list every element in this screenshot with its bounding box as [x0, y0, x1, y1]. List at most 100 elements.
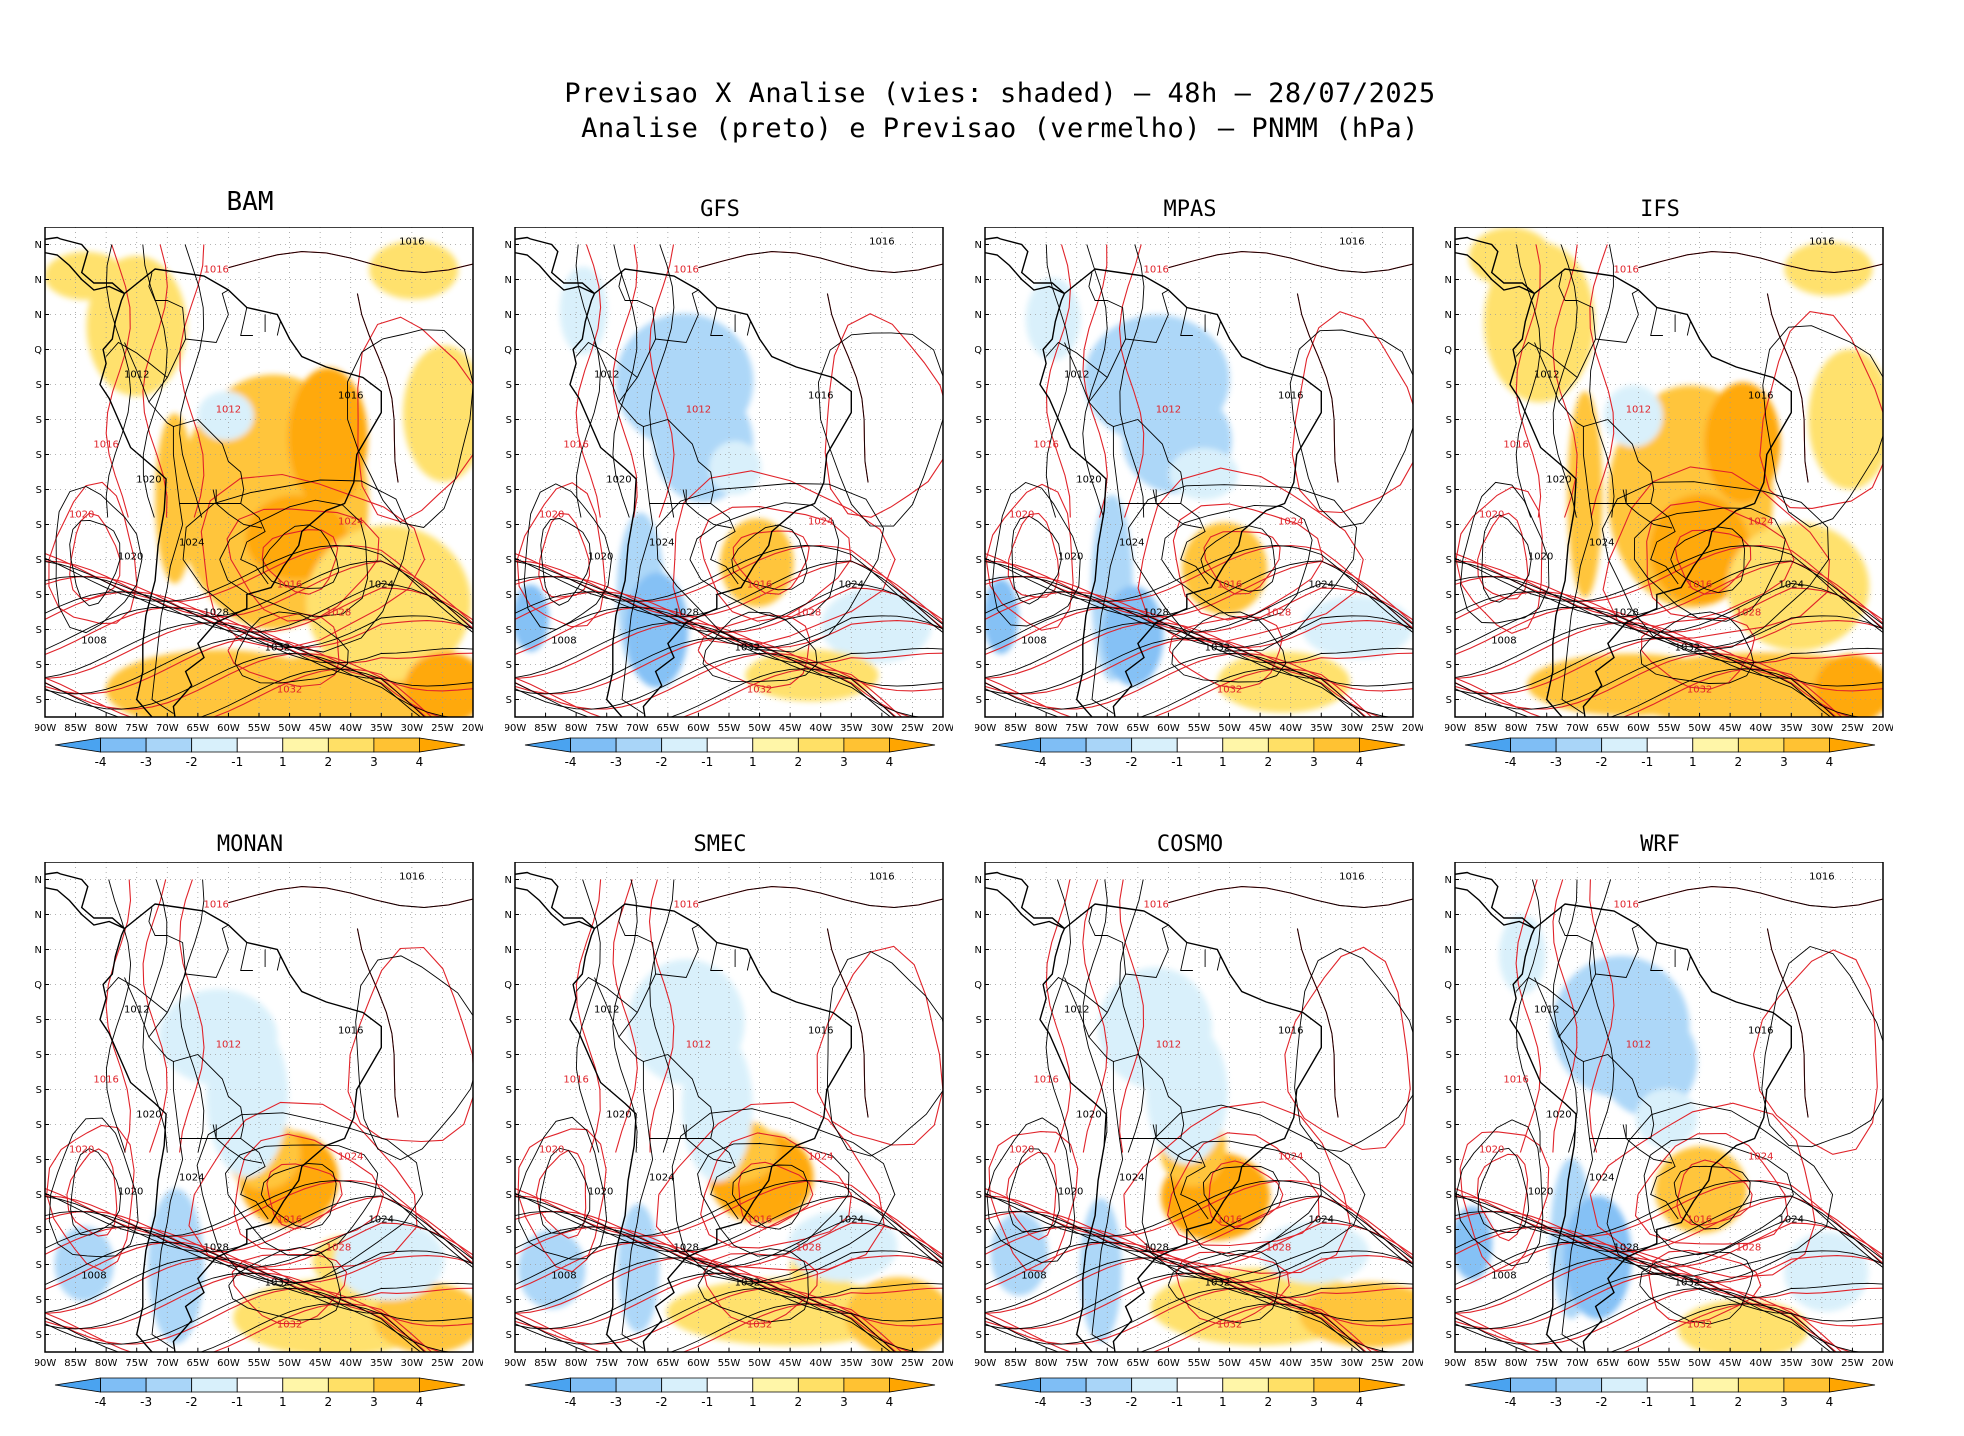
coastline: [1455, 871, 1792, 1352]
lon-tick-label: 85W: [64, 723, 87, 734]
isobar-label: 1028: [796, 608, 821, 619]
colorbar-segment: [1510, 1377, 1557, 1393]
lon-tick-label: 25W: [1371, 1358, 1394, 1369]
colorbar-tick-label: 3: [840, 755, 848, 769]
isobar-label: 1016: [1503, 1075, 1528, 1086]
lat-tick-label: 5N: [975, 945, 982, 956]
lat-tick-label: 35S: [975, 1225, 982, 1236]
lat-tick-label: 15N: [1445, 240, 1452, 251]
lon-tick-label: 30W: [871, 723, 894, 734]
lon-tick-label: 85W: [1474, 723, 1497, 734]
colorbar-segment: [1131, 1377, 1178, 1393]
lat-tick-label: 20S: [975, 1120, 982, 1131]
colorbar-segment: [1313, 737, 1360, 753]
lon-tick-label: 75W: [1535, 723, 1558, 734]
lon-tick-label: 50W: [748, 1358, 771, 1369]
colorbar-segment: [843, 1377, 890, 1393]
bias-area: [1468, 227, 1553, 288]
lon-tick-label: 60W: [1627, 723, 1650, 734]
colorbar-segment: [615, 1377, 663, 1393]
isobar-label: 1028: [203, 1243, 228, 1254]
forecast-panel-gfs: GFS 1016 1016 1012 1012 1016 1016 1020 1020 1024 1…: [505, 197, 953, 769]
lon-tick-label: 30W: [871, 1358, 894, 1369]
lon-tick-label: 85W: [1004, 1358, 1027, 1369]
colorbar-segment: [661, 737, 708, 753]
map-plot: 1016 1016 1012 1012 1016 1016 1020 1020 1024 1024…: [35, 862, 483, 1369]
bias-area: [197, 391, 254, 441]
lon-tick-label: 25W: [901, 723, 924, 734]
forecast-panel-monan: MONAN 1016 1016 1012 1012 1016 1016 1020 1020 102…: [35, 832, 483, 1409]
lon-tick-label: 30W: [1811, 1358, 1834, 1369]
bias-area: [1727, 522, 1870, 651]
isobar-label: 1012: [594, 370, 619, 381]
colorbar-segment: [1085, 1377, 1133, 1393]
colorbar-segment: [1510, 737, 1557, 753]
lat-tick-label: 35S: [1445, 1225, 1452, 1236]
lon-tick-label: 25W: [901, 1358, 924, 1369]
colorbar-segment: [570, 1377, 617, 1393]
colorbar-segment: [1131, 737, 1178, 753]
isobar-label: 1016: [93, 440, 118, 451]
lat-tick-label: 15N: [35, 875, 42, 886]
lon-tick-label: 70W: [156, 1358, 179, 1369]
colorbar-tick-label: -1: [1171, 1395, 1183, 1409]
isobar-label: 1012: [1064, 1005, 1089, 1016]
lat-tick-label: 15N: [35, 240, 42, 251]
colorbar-segment: [100, 737, 147, 753]
colorbar-segment: [54, 737, 101, 753]
panel-title: WRF: [1640, 832, 1680, 857]
lon-tick-label: 20W: [932, 1358, 953, 1369]
isobar-label: 1028: [1613, 1243, 1638, 1254]
lat-tick-label: 15S: [505, 1085, 512, 1096]
colorbar-tick-label: -3: [610, 1395, 622, 1409]
isobar-label: 1028: [1143, 1243, 1168, 1254]
map-plot: 1016 1016 1012 1012 1016 1016 1020 1020 1024 1024…: [1445, 862, 1893, 1369]
colorbar-tick-label: 3: [1310, 755, 1318, 769]
isobar-label: 1020: [118, 552, 143, 563]
lat-tick-label: 25S: [35, 1155, 42, 1166]
map-plot: 1016 1016 1012 1012 1016 1016 1020 1020 1024 1024…: [505, 227, 953, 734]
colorbar-tick-label: 4: [1356, 1395, 1364, 1409]
lon-tick-label: 20W: [462, 1358, 483, 1369]
lat-tick-label: 15S: [1445, 450, 1452, 461]
lon-tick-label: 25W: [431, 1358, 454, 1369]
lat-tick-label: 10S: [975, 415, 982, 426]
lat-tick-label: 5N: [505, 945, 512, 956]
lon-tick-label: 45W: [779, 723, 802, 734]
lon-tick-label: 90W: [1445, 1358, 1466, 1369]
colorbar-tick-label: -2: [656, 755, 668, 769]
isobar-label: 1008: [551, 636, 576, 647]
lat-tick-label: 50S: [1445, 1330, 1452, 1341]
lat-tick-label: 25S: [975, 520, 982, 531]
isobar-label: 1016: [1748, 391, 1773, 402]
isobar-label: 1012: [594, 1005, 619, 1016]
lat-tick-label: 5S: [35, 380, 42, 391]
lat-tick-label: 10S: [35, 1050, 42, 1061]
bias-area: [1182, 522, 1268, 615]
lon-tick-label: 75W: [595, 723, 618, 734]
lon-tick-label: 65W: [1597, 723, 1620, 734]
isobar-label: 1020: [69, 510, 94, 521]
country-borders: [1045, 272, 1221, 714]
colorbar-tick-label: -1: [231, 755, 243, 769]
isobar-label: 1016: [563, 440, 588, 451]
colorbar-segment: [1085, 737, 1133, 753]
lon-tick-label: 30W: [1341, 1358, 1364, 1369]
colorbar-tick-label: -4: [1505, 1395, 1517, 1409]
colorbar-segment: [1737, 737, 1785, 753]
isobar-label: 1016: [1503, 440, 1528, 451]
lat-tick-label: EQ: [1445, 345, 1452, 356]
colorbar-segment: [191, 737, 238, 753]
lon-tick-label: 70W: [1096, 1358, 1119, 1369]
lat-tick-label: 15N: [505, 240, 512, 251]
lon-tick-label: 80W: [95, 723, 118, 734]
colorbar-segment: [100, 1377, 147, 1393]
country-borders: [1515, 272, 1691, 714]
map-plot: 1016 1016 1012 1012 1016 1016 1020 1020 1024 1024…: [1445, 227, 1893, 734]
lat-tick-label: EQ: [505, 345, 512, 356]
colorbar-segment: [615, 737, 663, 753]
lon-tick-label: 35W: [370, 1358, 393, 1369]
lon-tick-label: 35W: [840, 1358, 863, 1369]
bias-area: [1784, 241, 1873, 296]
lon-tick-label: 90W: [975, 1358, 996, 1369]
